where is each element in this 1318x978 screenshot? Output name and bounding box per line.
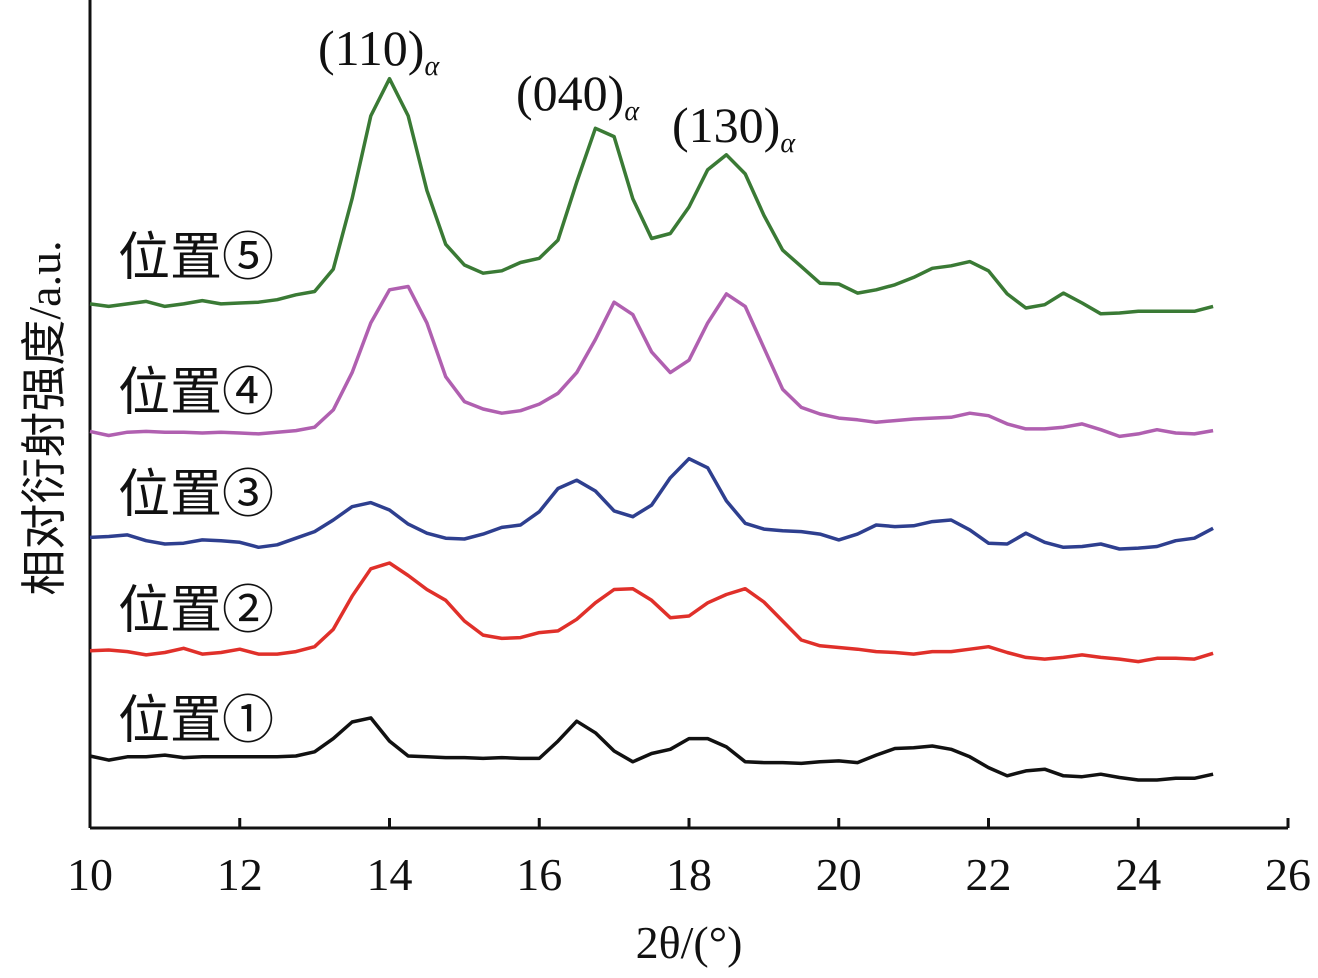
series-line	[89, 561, 1214, 664]
peak-label-subscript: α	[780, 128, 796, 159]
series-label: 位置④	[118, 365, 274, 422]
x-tick-label: 16	[516, 849, 562, 900]
peak-label: (110)α	[318, 20, 440, 82]
peak-label-subscript: α	[624, 96, 640, 127]
x-tick-label: 22	[966, 849, 1012, 900]
x-tick-label: 24	[1115, 849, 1161, 900]
peak-label: (040)α	[516, 65, 640, 127]
series-line	[89, 456, 1214, 551]
series-label: 位置⑤	[118, 230, 274, 287]
x-tick-label: 10	[67, 849, 113, 900]
series-label: 位置②	[118, 583, 274, 640]
peak-label-text: (110)	[318, 20, 424, 76]
peak-label-subscript: α	[424, 51, 440, 82]
x-tick-label: 14	[367, 849, 413, 900]
x-tick-label: 12	[217, 849, 263, 900]
series-label: 位置③	[118, 467, 274, 524]
series-line	[89, 76, 1214, 316]
x-axis-label: 2θ/(°)	[636, 917, 743, 968]
y-axis-label: 相对衍射强度/a.u.	[19, 240, 70, 595]
x-tick-label: 26	[1265, 849, 1311, 900]
x-tick-label: 20	[816, 849, 862, 900]
series-label: 位置①	[118, 693, 274, 750]
peak-label-text: (130)	[672, 97, 780, 153]
series-line	[89, 284, 1214, 439]
x-tick-label: 18	[666, 849, 712, 900]
peak-label-text: (040)	[516, 65, 624, 121]
series-line	[89, 716, 1214, 782]
peak-label: (130)α	[672, 97, 796, 159]
